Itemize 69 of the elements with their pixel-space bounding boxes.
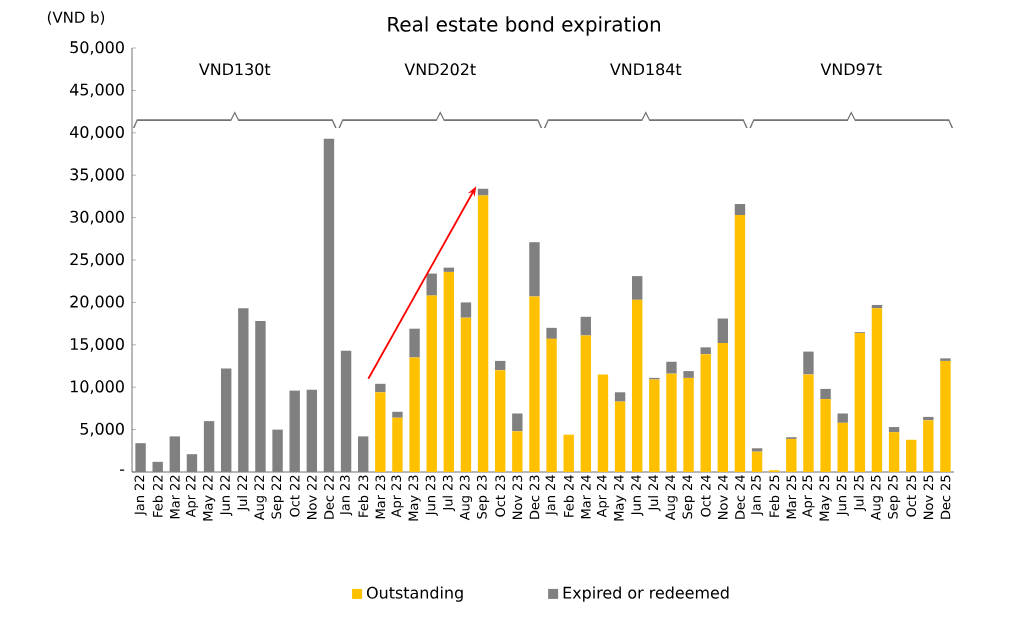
bar	[734, 204, 746, 216]
bar	[580, 335, 592, 472]
bar	[529, 296, 540, 472]
bar	[734, 215, 746, 472]
bar	[477, 195, 489, 472]
bar	[512, 431, 523, 472]
bar	[135, 443, 146, 472]
bar	[529, 242, 540, 297]
bar	[272, 429, 283, 472]
bar	[649, 379, 660, 472]
bar	[837, 422, 848, 472]
bar	[375, 383, 386, 393]
bar	[426, 295, 437, 472]
bar	[803, 351, 814, 375]
bar	[631, 299, 643, 472]
bar	[683, 377, 694, 472]
bar	[460, 302, 472, 318]
bar	[392, 411, 403, 418]
bar	[460, 317, 472, 472]
bar	[238, 308, 249, 472]
bar	[871, 308, 883, 472]
bar	[700, 354, 711, 472]
bar	[255, 321, 266, 472]
bar	[220, 368, 232, 472]
bar	[186, 454, 198, 472]
bar	[426, 273, 437, 296]
bar	[169, 436, 181, 472]
bar	[546, 327, 557, 339]
bar	[940, 360, 951, 472]
bar	[631, 276, 643, 300]
bar	[494, 370, 506, 472]
bar	[803, 374, 814, 472]
bar	[289, 390, 300, 472]
bar	[203, 421, 215, 472]
bar	[906, 439, 917, 472]
bar	[546, 338, 557, 472]
bar	[837, 413, 848, 423]
bar	[923, 420, 934, 472]
bar	[152, 461, 163, 472]
bar	[357, 436, 369, 472]
bar	[666, 361, 677, 374]
bar	[820, 388, 831, 400]
bar	[666, 373, 677, 472]
bar	[409, 357, 420, 472]
bar	[409, 328, 420, 358]
bar	[512, 413, 523, 432]
bar	[888, 427, 900, 433]
bar	[888, 432, 900, 472]
bar	[700, 347, 711, 355]
bar	[306, 389, 318, 472]
bar	[563, 434, 574, 472]
bar	[580, 316, 592, 336]
bar	[392, 417, 403, 472]
bar	[494, 360, 506, 371]
bar	[375, 392, 386, 472]
bar	[614, 392, 626, 402]
bar	[717, 343, 729, 472]
bar	[751, 451, 763, 472]
bar	[786, 438, 797, 472]
chart-title: Real estate bond expiration	[388, 16, 660, 36]
bar	[820, 399, 831, 472]
bar	[443, 271, 455, 472]
bar	[323, 138, 335, 472]
bar	[597, 374, 609, 472]
bar	[717, 318, 729, 344]
bar	[854, 332, 866, 472]
bar	[340, 350, 352, 472]
bar	[683, 371, 694, 378]
bar	[614, 401, 626, 472]
